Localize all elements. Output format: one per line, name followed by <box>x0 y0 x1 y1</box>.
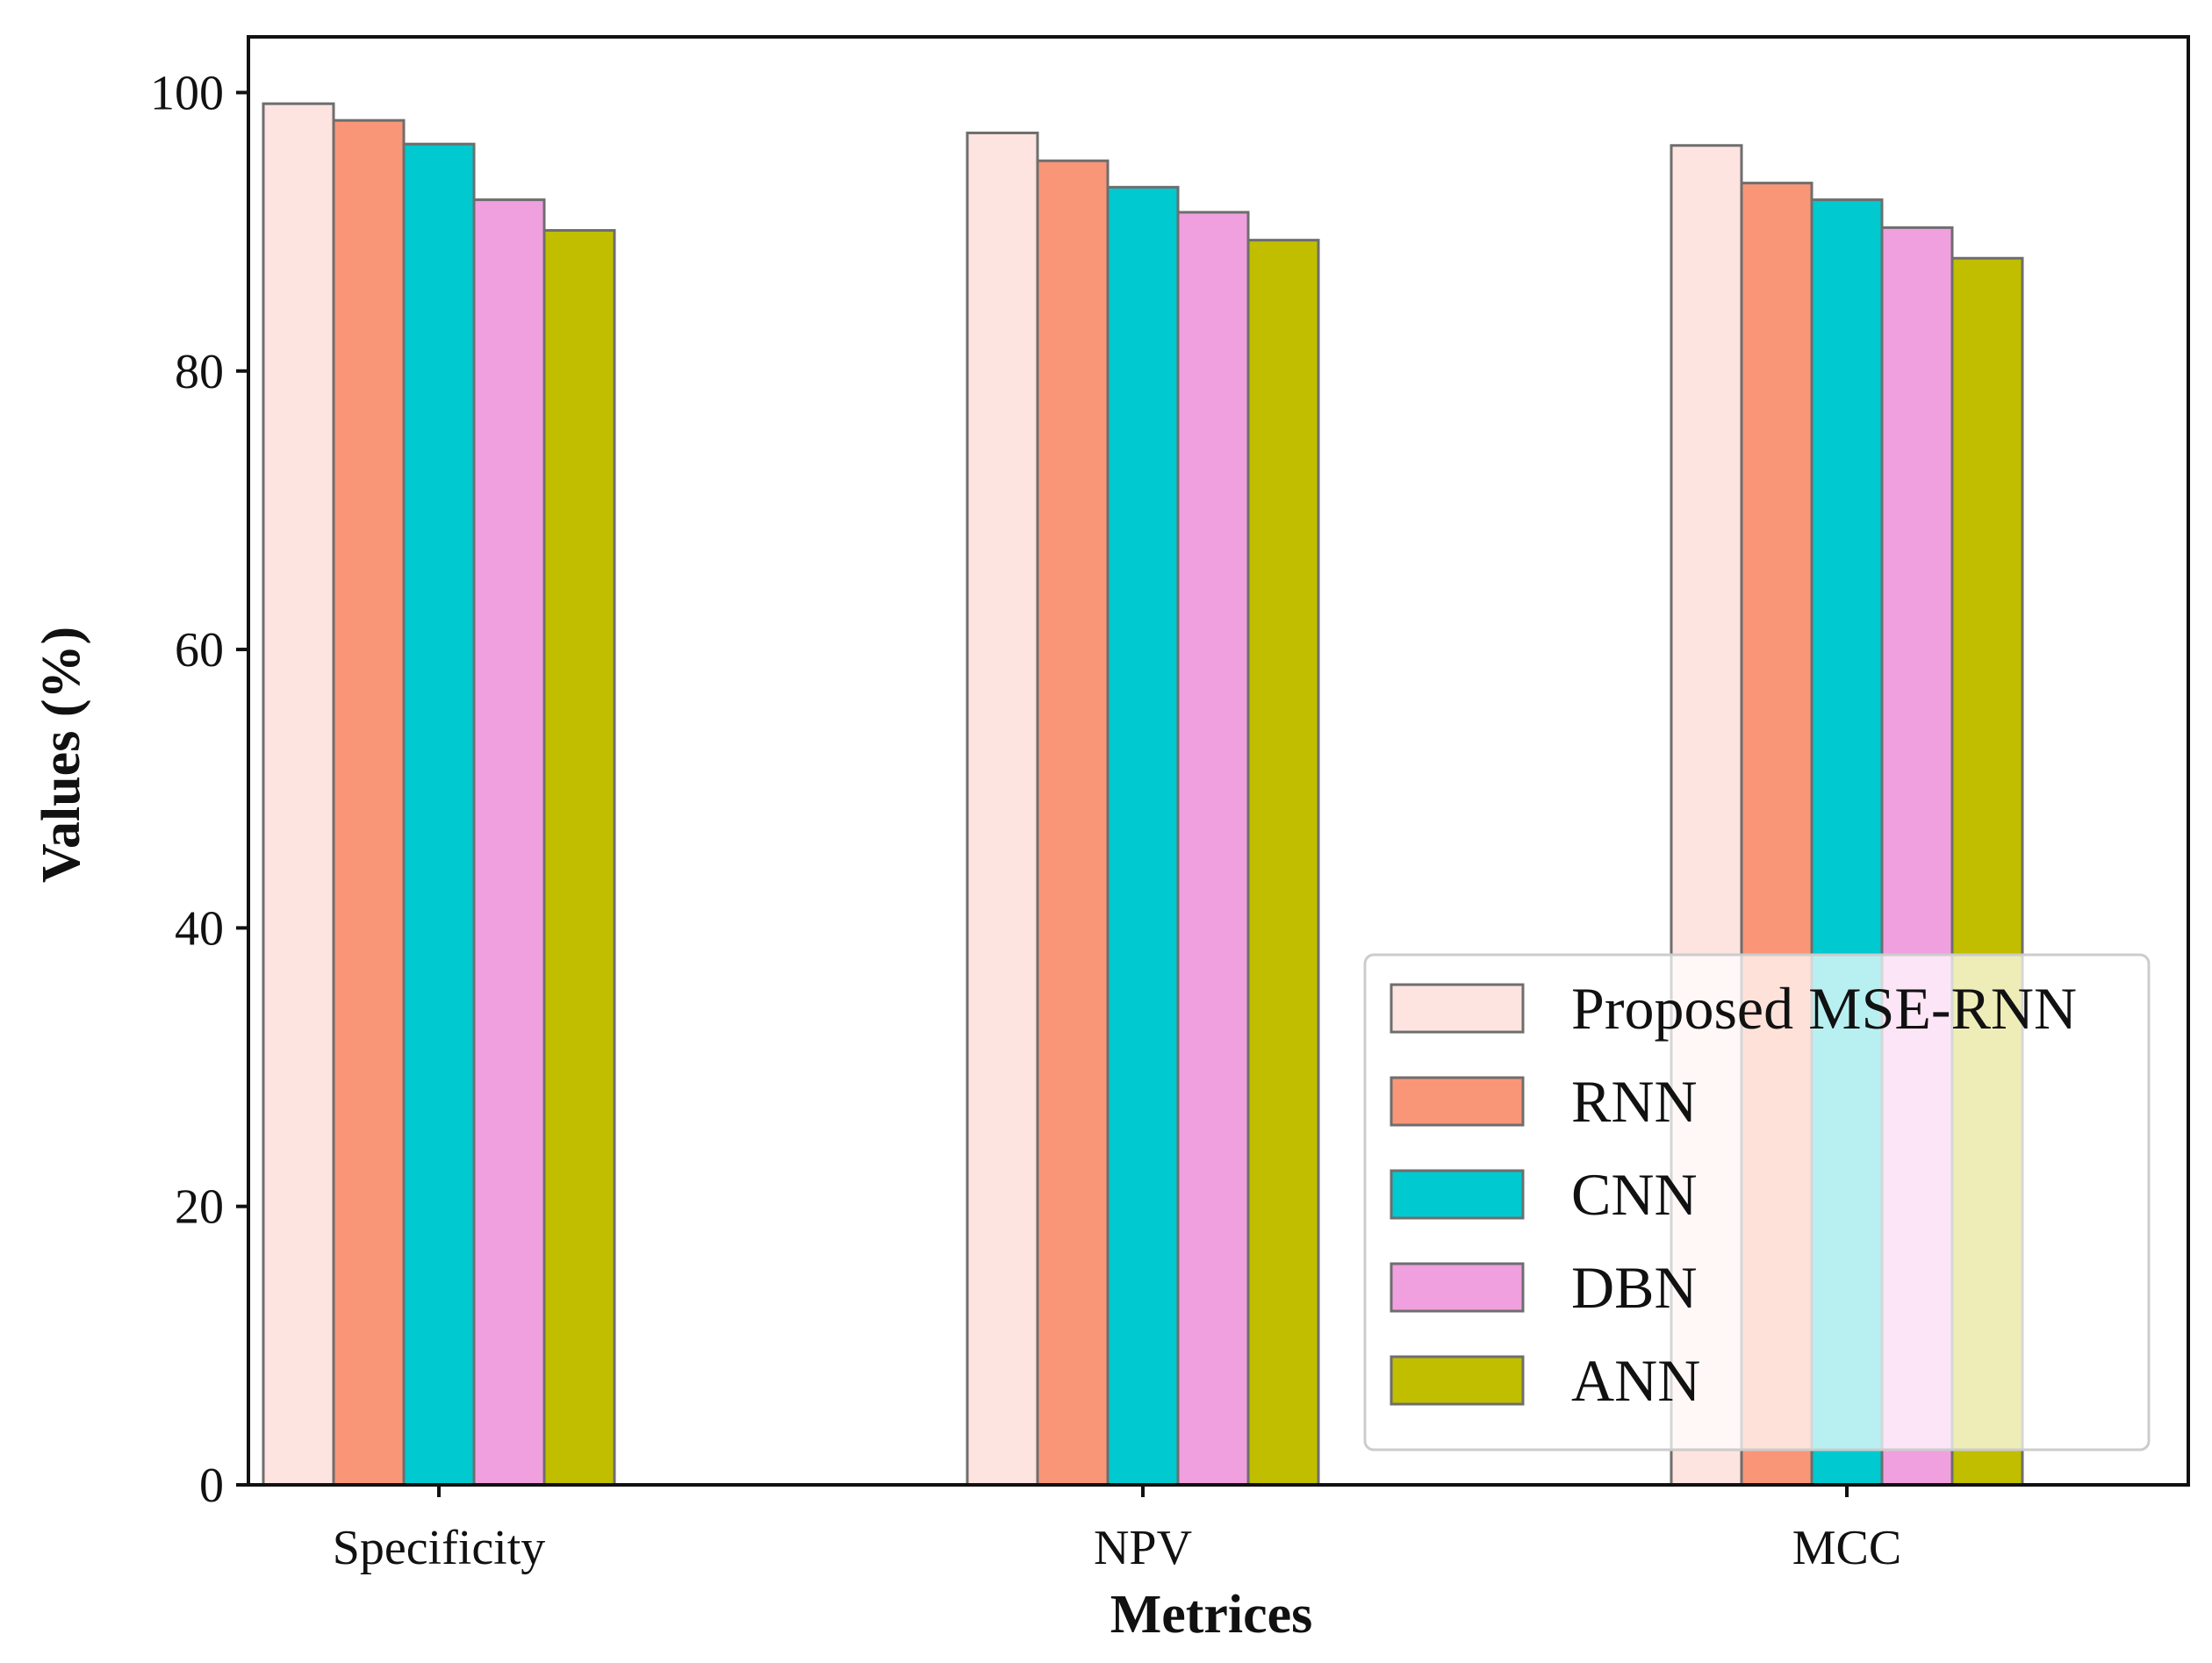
y-tick-label: 100 <box>150 66 224 120</box>
bar-dbn-specificity <box>472 198 546 1487</box>
legend-box <box>1363 953 2151 1452</box>
x-tick-label-mcc: MCC <box>1792 1521 1902 1575</box>
legend-label-proposed-mse-rnn: Proposed MSE-RNN <box>1571 975 2077 1042</box>
bar-cnn-npv <box>1106 185 1180 1487</box>
bar-rnn-npv <box>1036 159 1110 1487</box>
legend-label-cnn: CNN <box>1571 1161 1698 1228</box>
x-axis: Specificity NPV MCC <box>333 1485 1902 1575</box>
legend-swatch-proposed-mse-rnn <box>1390 983 1525 1034</box>
legend: Proposed MSE-RNN RNN CNN DBN ANN <box>1363 953 2151 1452</box>
bar-proposed-mse-rnn-npv <box>966 131 1039 1487</box>
plot-frame <box>247 35 2190 1487</box>
bar-ann-npv <box>1246 239 1320 1487</box>
y-axis-title: Values (%) <box>32 627 91 883</box>
bar-rnn-specificity <box>332 118 406 1487</box>
legend-swatch-dbn <box>1390 1262 1525 1313</box>
y-axis: 0 20 40 60 80 100 <box>150 66 248 1513</box>
x-tick-label-npv: NPV <box>1094 1521 1192 1575</box>
legend-swatch-ann <box>1390 1355 1525 1406</box>
legend-label-ann: ANN <box>1571 1347 1700 1414</box>
bar-ann-specificity <box>542 229 616 1487</box>
legend-swatch-rnn <box>1390 1076 1525 1127</box>
x-tick-label-specificity: Specificity <box>333 1521 546 1575</box>
bar-cnn-specificity <box>402 142 476 1487</box>
bar-dbn-npv <box>1176 211 1250 1487</box>
y-tick-label: 80 <box>175 345 224 399</box>
y-tick-label: 0 <box>199 1459 224 1513</box>
y-tick-label: 60 <box>175 623 224 677</box>
legend-label-rnn: RNN <box>1571 1068 1698 1135</box>
y-tick-label: 40 <box>175 901 224 956</box>
y-tick-label: 20 <box>175 1180 224 1235</box>
bar-proposed-mse-rnn-specificity <box>262 102 335 1487</box>
legend-label-dbn: DBN <box>1571 1254 1698 1321</box>
x-axis-title: Metrices <box>1110 1585 1313 1645</box>
legend-swatch-cnn <box>1390 1169 1525 1220</box>
